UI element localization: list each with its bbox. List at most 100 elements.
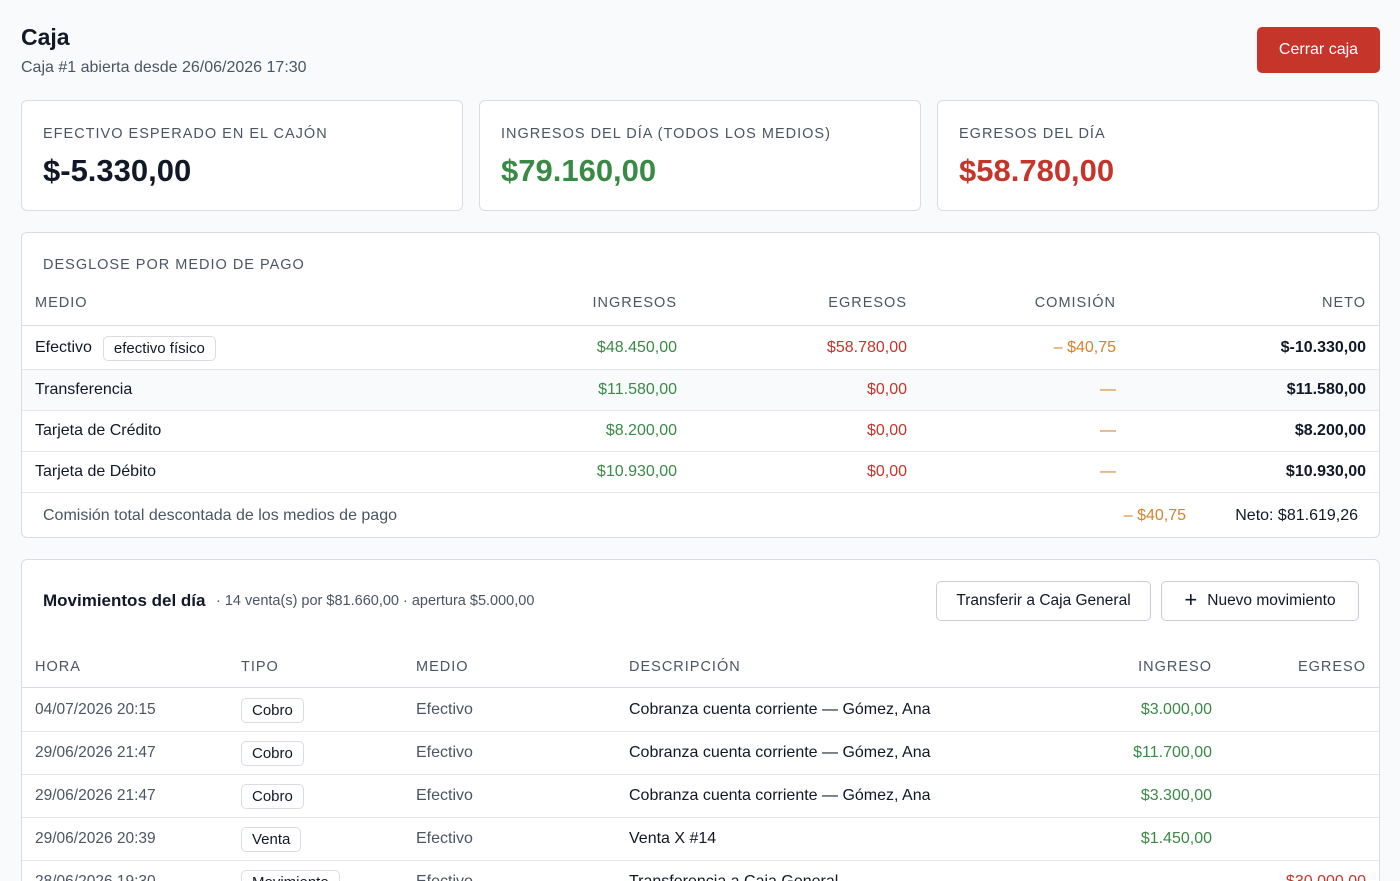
breakdown-header: MEDIO INGRESOS EGRESOS COMISIÓN NETO	[22, 281, 1379, 326]
footer-commission: – $40,75	[1123, 507, 1186, 524]
col-medio: MEDIO	[416, 658, 469, 675]
stat-value: $58.780,00	[959, 153, 1115, 188]
medio-cell: Efectivo	[416, 701, 473, 718]
button-label: Transferir a Caja General	[956, 592, 1131, 609]
descripcion-cell: Transferencia a Caja General	[629, 861, 838, 881]
neto-cell: $10.930,00	[1285, 463, 1366, 480]
medio-cell: Efectivo	[416, 787, 473, 804]
table-row: Transferencia $11.580,00 $0,00 — $11.580…	[22, 370, 1379, 411]
table-row: Tarjeta de Crédito $8.200,00 $0,00 — $8.…	[22, 411, 1379, 452]
col-egresos: EGRESOS	[828, 295, 907, 311]
table-row[interactable]: 04/07/2026 20:15 Cobro Efectivo Cobranza…	[22, 689, 1379, 732]
neto-cell: $8.200,00	[1294, 422, 1366, 439]
ingreso-cell: $1.450,00	[1140, 830, 1212, 847]
neto-cell: $-10.330,00	[1280, 339, 1366, 356]
ingresos-cell: $11.580,00	[598, 381, 677, 398]
stat-label: EGRESOS DEL DÍA	[959, 126, 1106, 142]
page-subtitle: Caja #1 abierta desde 26/06/2026 17:30	[21, 59, 307, 76]
payment-breakdown-card: DESGLOSE POR MEDIO DE PAGO MEDIO INGRESO…	[21, 232, 1380, 538]
medio-cell: Transferencia	[35, 381, 133, 398]
descripcion-cell: Cobranza cuenta corriente — Gómez, Ana	[629, 744, 931, 761]
transfer-to-general-button[interactable]: Transferir a Caja General	[936, 581, 1151, 621]
descripcion-cell: Cobranza cuenta corriente — Gómez, Ana	[629, 787, 931, 804]
table-row: Tarjeta de Débito $10.930,00 $0,00 — $10…	[22, 452, 1379, 493]
breakdown-footer: Comisión total descontada de los medios …	[22, 493, 1379, 537]
hora-cell: 04/07/2026 20:15	[35, 701, 156, 718]
tipo-tag: Cobro	[241, 697, 304, 723]
medio-cell: Efectivo	[416, 830, 473, 847]
section-title: DESGLOSE POR MEDIO DE PAGO	[43, 257, 305, 273]
comision-cell: —	[1100, 463, 1116, 480]
egresos-cell: $0,00	[866, 381, 907, 398]
col-tipo: TIPO	[241, 658, 279, 675]
ingresos-cell: $10.930,00	[596, 463, 677, 480]
movements-header: HORA TIPO MEDIO DESCRIPCIÓN INGRESO EGRE…	[22, 646, 1379, 688]
ingreso-cell: $3.000,00	[1140, 701, 1212, 718]
ingresos-cell: $8.200,00	[605, 422, 677, 439]
egresos-cell: $58.780,00	[826, 339, 907, 356]
tipo-cell: Venta	[241, 818, 302, 860]
medio-cell: Efectivo	[416, 861, 473, 881]
close-register-button[interactable]: Cerrar caja	[1257, 27, 1380, 73]
tipo-tag: Cobro	[241, 783, 304, 809]
tipo-cell: Cobro	[241, 689, 304, 731]
movements-title: Movimientos del día	[43, 591, 206, 610]
hora-cell: 29/06/2026 21:47	[35, 787, 156, 804]
table-row[interactable]: 29/06/2026 21:47 Cobro Efectivo Cobranza…	[22, 775, 1379, 818]
hora-cell: 29/06/2026 20:39	[35, 830, 156, 847]
table-row[interactable]: 29/06/2026 20:39 Venta Efectivo Venta X …	[22, 818, 1379, 861]
descripcion-cell: Venta X #14	[629, 830, 717, 847]
comision-cell: —	[1100, 381, 1116, 398]
tipo-tag: Cobro	[241, 740, 304, 766]
tipo-cell: Movimiento	[241, 861, 340, 881]
col-medio: MEDIO	[35, 295, 88, 311]
footer-net: Neto: $81.619,26	[1235, 507, 1358, 524]
movements-card: Movimientos del día · 14 venta(s) por $8…	[21, 559, 1380, 881]
descripcion-cell: Cobranza cuenta corriente — Gómez, Ana	[629, 701, 931, 718]
medio-cell: Efectivo efectivo físico	[35, 327, 216, 369]
page-title: Caja	[21, 24, 70, 50]
col-ingresos: INGRESOS	[592, 295, 677, 311]
tipo-tag: Venta	[241, 826, 302, 852]
footer-label: Comisión total descontada de los medios …	[43, 507, 397, 524]
hora-cell: 28/06/2026 19:30	[35, 861, 156, 881]
ingresos-cell: $48.450,00	[596, 339, 677, 356]
tipo-tag: Movimiento	[241, 869, 340, 881]
col-neto: NETO	[1321, 295, 1366, 311]
comision-cell: —	[1100, 422, 1116, 439]
plus-icon: +	[1184, 587, 1198, 612]
egresos-cell: $0,00	[866, 463, 907, 480]
table-row[interactable]: 29/06/2026 21:47 Cobro Efectivo Cobranza…	[22, 732, 1379, 775]
stat-value: $-5.330,00	[43, 153, 192, 188]
medio-cell: Efectivo	[416, 744, 473, 761]
medio-name: Efectivo	[35, 339, 92, 356]
col-hora: HORA	[35, 658, 81, 675]
neto-cell: $11.580,00	[1286, 381, 1366, 398]
col-comision: COMISIÓN	[1034, 295, 1116, 311]
medio-cell: Tarjeta de Crédito	[35, 422, 162, 439]
stat-card-expenses: EGRESOS DEL DÍA $58.780,00	[937, 100, 1379, 211]
new-movement-button[interactable]: + Nuevo movimiento	[1161, 581, 1359, 621]
stat-label: INGRESOS DEL DÍA (TODOS LOS MEDIOS)	[501, 126, 831, 142]
button-label: Nuevo movimiento	[1207, 592, 1336, 609]
stat-card-income: INGRESOS DEL DÍA (TODOS LOS MEDIOS) $79.…	[479, 100, 921, 211]
stat-label: EFECTIVO ESPERADO EN EL CAJÓN	[43, 126, 328, 142]
stat-value: $79.160,00	[501, 153, 657, 188]
col-egreso: EGRESO	[1297, 658, 1366, 675]
comision-cell: – $40,75	[1053, 339, 1116, 356]
egresos-cell: $0,00	[866, 422, 907, 439]
movements-summary: · 14 venta(s) por $81.660,00 · apertura …	[216, 593, 535, 609]
medio-tag: efectivo físico	[102, 335, 216, 361]
hora-cell: 29/06/2026 21:47	[35, 744, 156, 761]
stat-card-cash-expected: EFECTIVO ESPERADO EN EL CAJÓN $-5.330,00	[21, 100, 463, 211]
tipo-cell: Cobro	[241, 732, 304, 774]
egreso-cell: $30.000,00	[1286, 861, 1366, 881]
table-row[interactable]: 28/06/2026 19:30 Movimiento Efectivo Tra…	[22, 861, 1379, 881]
tipo-cell: Cobro	[241, 775, 304, 817]
ingreso-cell: $11.700,00	[1133, 744, 1212, 761]
medio-cell: Tarjeta de Débito	[35, 463, 156, 480]
col-descripcion: DESCRIPCIÓN	[629, 658, 741, 675]
col-ingreso: INGRESO	[1138, 658, 1212, 675]
ingreso-cell: $3.300,00	[1140, 787, 1212, 804]
table-row: Efectivo efectivo físico $48.450,00 $58.…	[22, 327, 1379, 370]
